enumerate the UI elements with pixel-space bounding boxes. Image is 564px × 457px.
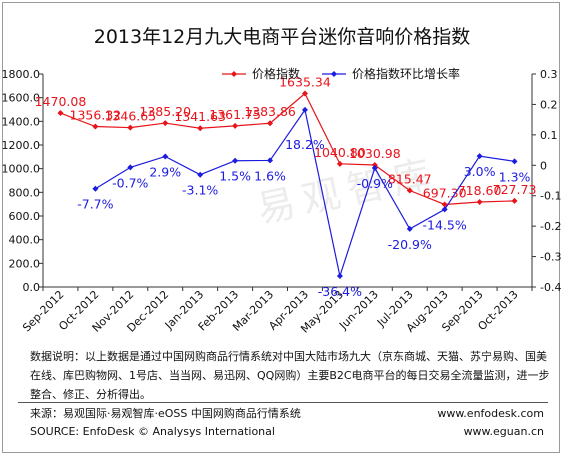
- desc-line-3: 整合、修正、分析得出。: [30, 388, 151, 401]
- growth-rate-data-label: -20.9%: [388, 237, 432, 252]
- growth-rate-point: [441, 206, 448, 213]
- price-index-point: [92, 123, 99, 130]
- growth-rate-point: [406, 225, 413, 232]
- y-left-tick-label: 600.0: [9, 210, 41, 223]
- growth-rate-point: [162, 153, 169, 160]
- legend-price-index-marker: [231, 71, 237, 77]
- price-index-point: [232, 122, 239, 129]
- growth-rate-data-label: -7.7%: [77, 197, 113, 212]
- y-right-tick-label: -0.1: [540, 190, 561, 203]
- price-index-point: [371, 162, 378, 169]
- y-right-tick-label: -0.2: [540, 220, 561, 233]
- growth-rate-point: [371, 165, 378, 172]
- price-index-data-label: 1361.75: [209, 107, 261, 122]
- growth-rate-point: [127, 164, 134, 171]
- y-left-tick-label: 800.0: [9, 186, 41, 199]
- price-index-data-label: 1346.65: [104, 109, 156, 124]
- y-right-tick-label: 0.2: [540, 98, 558, 111]
- price-index-data-label: 718.60: [458, 183, 502, 198]
- legend-growth-rate-label: 价格指数环比增长率: [352, 66, 460, 81]
- y-right-tick-label: 0.1: [540, 129, 558, 142]
- price-index-data-label: 697.30: [423, 185, 467, 200]
- growth-rate-point: [92, 185, 99, 192]
- y-left-tick-label: 1400.0: [2, 115, 41, 128]
- price-index-data-label: 1356.32: [70, 108, 122, 123]
- source-block: 来源：易观国际·易观智库·eOSS 中国网购商品行情系统 SOURCE: Enf…: [30, 405, 301, 441]
- price-index-line: [60, 92, 515, 206]
- y-left-tick-label: 1600.0: [2, 92, 41, 105]
- price-index-data-label: 1383.86: [244, 104, 296, 119]
- growth-rate-point: [197, 171, 204, 178]
- price-index-point: [197, 125, 204, 132]
- y-left-tick-label: 1000.0: [2, 163, 41, 176]
- growth-rate-data-label: -36.4%: [318, 284, 362, 299]
- growth-rate-point: [301, 106, 308, 113]
- data-description: 数据说明：以上数据是通过中国网购商品行情系统对中国大陆市场九大（京东商城、天猫、…: [30, 347, 550, 404]
- growth-rate-point: [232, 157, 239, 164]
- growth-rate-data-label: -3.1%: [182, 183, 218, 198]
- growth-rate-data-label: 2.9%: [149, 164, 181, 179]
- legend-price-index-label: 价格指数: [252, 66, 300, 81]
- growth-rate-point: [511, 158, 518, 165]
- desc-line-1: 数据说明：以上数据是通过中国网购商品行情系统对中国大陆市场九大（京东商城、天猫、…: [30, 350, 547, 363]
- price-index-point: [476, 198, 483, 205]
- y-right-tick-label: -0.3: [540, 251, 561, 264]
- price-index-data-label: 1635.34: [279, 74, 331, 89]
- growth-rate-point: [476, 153, 483, 160]
- growth-rate-data-label: 1.6%: [254, 168, 286, 183]
- price-index-point: [336, 160, 343, 167]
- price-index-data-label: 1385.20: [139, 104, 191, 119]
- source-en: SOURCE: EnfoDesk © Analysys Internationa…: [30, 425, 275, 438]
- site-eguan: www.eguan.cn: [463, 425, 544, 438]
- price-index-point: [162, 120, 169, 127]
- price-index-point: [406, 187, 413, 194]
- chart-frame: [2, 2, 560, 453]
- growth-rate-data-label: -0.9%: [357, 176, 393, 191]
- legend-growth-rate-marker: [331, 71, 337, 77]
- desc-line-2: 在线、库巴购物网、1号店、当当网、易迅网、QQ网购）主要B2C电商平台的每日交易…: [30, 369, 550, 382]
- y-left-tick-label: 1200.0: [2, 139, 41, 152]
- price-index-point: [57, 110, 64, 117]
- y-right-tick-label: 0.3: [540, 68, 558, 81]
- price-index-data-label: 1341.63: [174, 109, 226, 124]
- price-index-data-label: 1470.08: [35, 94, 87, 109]
- price-index-point: [267, 120, 274, 127]
- y-left-tick-label: 0.0: [23, 281, 41, 294]
- price-index-point: [441, 201, 448, 208]
- site-block: www.enfodesk.com www.eguan.cn: [437, 405, 544, 441]
- growth-rate-data-label: -0.7%: [112, 175, 148, 190]
- y-left-tick-label: 1800.0: [2, 68, 41, 81]
- price-index-data-label: 727.73: [493, 182, 537, 197]
- footer-divider: [18, 402, 548, 403]
- y-right-tick-label: -0.4: [540, 281, 561, 294]
- chart-title: 2013年12月九大电商平台迷你音响价格指数: [93, 26, 471, 48]
- price-index-point: [301, 90, 308, 97]
- price-index-data-label: 815.47: [388, 172, 432, 187]
- growth-rate-data-label: 18.2%: [285, 137, 325, 152]
- y-right-tick-label: 0: [540, 159, 547, 172]
- growth-rate-data-label: -14.5%: [423, 217, 467, 232]
- growth-rate-data-label: 1.5%: [219, 169, 251, 184]
- y-left-tick-label: 200.0: [9, 257, 41, 270]
- site-enfodesk: www.enfodesk.com: [437, 407, 544, 420]
- price-index-point: [511, 197, 518, 204]
- price-index-point: [127, 124, 134, 131]
- growth-rate-point: [267, 157, 274, 164]
- y-left-tick-label: 400.0: [9, 234, 41, 247]
- growth-rate-data-label: 1.3%: [499, 169, 531, 184]
- source-cn: 来源：易观国际·易观智库·eOSS 中国网购商品行情系统: [30, 407, 301, 420]
- price-index-data-label: 1030.98: [349, 146, 401, 161]
- price-index-data-label: 1040.80: [314, 145, 366, 160]
- growth-rate-data-label: 3.0%: [464, 164, 496, 179]
- growth-rate-point: [336, 273, 343, 280]
